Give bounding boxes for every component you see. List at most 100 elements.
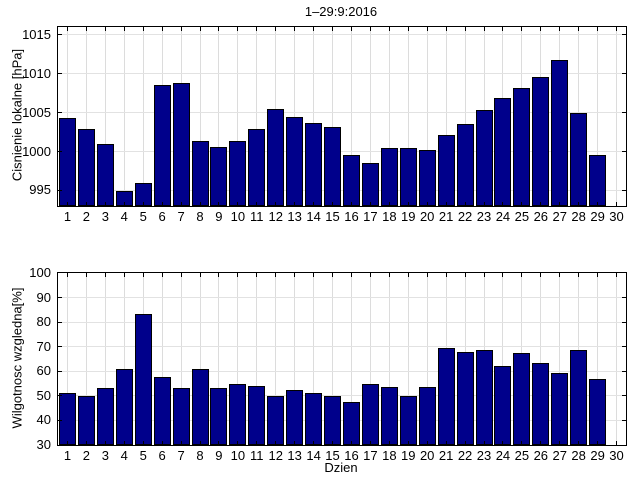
x-tick-mark (426, 27, 428, 31)
x-tick-label: 25 (514, 448, 530, 463)
x-tick-mark (407, 27, 409, 31)
x-tick-mark (445, 441, 447, 445)
x-tick-mark (350, 273, 352, 277)
x-tick-label: 7 (177, 209, 185, 224)
gridline-vertical (237, 27, 239, 206)
bar-day-18 (380, 387, 398, 445)
x-tick-mark (237, 273, 239, 277)
x-tick-label: 26 (533, 209, 549, 224)
gridline-horizontal (58, 346, 626, 348)
y-tick-mark (58, 395, 62, 397)
gridline-vertical (350, 273, 352, 445)
bar-day-24 (494, 366, 512, 445)
x-tick-mark (464, 273, 466, 277)
x-tick-mark (388, 27, 390, 31)
bar-day-18 (380, 147, 398, 206)
bar-day-1 (58, 118, 76, 206)
x-tick-mark (483, 273, 485, 277)
y-tick-mark (622, 321, 626, 323)
x-tick-mark (256, 27, 258, 31)
gridline-vertical (313, 27, 315, 206)
gridline-vertical (597, 273, 599, 445)
x-tick-label: 23 (476, 448, 492, 463)
x-tick-mark (85, 27, 87, 31)
x-tick-label: 2 (82, 448, 90, 463)
bar-day-12 (267, 109, 285, 206)
x-tick-label: 4 (120, 209, 128, 224)
x-tick-label: 5 (139, 448, 147, 463)
x-tick-mark (237, 441, 239, 445)
x-tick-mark (313, 273, 315, 277)
x-tick-label: 6 (158, 448, 166, 463)
gridline-vertical (559, 273, 561, 445)
y-tick-mark (622, 73, 626, 75)
bar-day-16 (342, 154, 360, 206)
x-tick-label: 19 (401, 448, 416, 463)
gridline-vertical (294, 273, 296, 445)
y-tick-mark (622, 112, 626, 114)
x-tick-label: 22 (457, 448, 473, 463)
gridline-vertical (275, 273, 277, 445)
bar-day-22 (456, 351, 474, 445)
y-tick-label: 1005 (22, 104, 51, 120)
bar-day-27 (551, 60, 569, 206)
y-tick-label: 90 (36, 289, 51, 305)
x-tick-mark (104, 202, 106, 206)
bar-day-29 (589, 155, 607, 206)
x-tick-mark (350, 27, 352, 31)
x-tick-label: 24 (495, 209, 511, 224)
x-tick-label: 21 (438, 209, 454, 224)
humidity-y-axis-label: Wilgotnosc wzgledna[%] (9, 287, 25, 429)
gridline-vertical (104, 27, 106, 206)
x-tick-label: 11 (250, 448, 264, 463)
x-tick-label: 28 (571, 448, 586, 463)
x-tick-mark (616, 202, 618, 206)
x-tick-label: 3 (101, 209, 109, 224)
x-tick-label: 20 (419, 448, 435, 463)
x-tick-mark (85, 202, 87, 206)
x-tick-label: 21 (438, 448, 454, 463)
x-tick-label: 16 (344, 209, 359, 224)
x-tick-mark (66, 27, 68, 31)
x-tick-mark (388, 273, 390, 277)
gridline-vertical (388, 273, 390, 445)
gridline-vertical (407, 27, 409, 206)
x-tick-mark (559, 441, 561, 445)
x-tick-mark (104, 27, 106, 31)
x-tick-mark (521, 273, 523, 277)
x-tick-mark (388, 202, 390, 206)
gridline-vertical (369, 273, 371, 445)
y-tick-mark (622, 189, 626, 191)
bar-day-9 (210, 146, 228, 206)
gridline-vertical (426, 273, 428, 445)
bar-day-10 (229, 383, 247, 445)
gridline-vertical (502, 273, 504, 445)
x-tick-label: 2 (82, 209, 90, 224)
x-tick-label: 29 (590, 209, 605, 224)
y-tick-label: 1000 (22, 143, 51, 159)
bar-day-2 (77, 395, 95, 445)
gridline-vertical (616, 27, 618, 206)
x-tick-mark (199, 202, 201, 206)
x-tick-label: 8 (196, 209, 204, 224)
x-tick-mark (180, 441, 182, 445)
x-tick-mark (85, 441, 87, 445)
x-tick-mark (294, 441, 296, 445)
bar-day-11 (248, 386, 266, 445)
y-tick-mark (622, 370, 626, 372)
gridline-vertical (218, 273, 220, 445)
gridline-horizontal (58, 151, 626, 153)
x-tick-label: 29 (590, 448, 605, 463)
bar-day-17 (361, 163, 379, 206)
bar-day-5 (134, 313, 152, 445)
x-tick-label: 1 (63, 448, 72, 463)
gridline-vertical (256, 27, 258, 206)
bar-day-25 (513, 352, 531, 445)
y-tick-mark (622, 151, 626, 153)
y-tick-label: 70 (36, 338, 51, 354)
x-tick-mark (483, 202, 485, 206)
bar-day-13 (286, 117, 304, 206)
x-tick-mark (256, 202, 258, 206)
x-tick-label: 20 (419, 209, 435, 224)
y-tick-mark (58, 112, 62, 114)
